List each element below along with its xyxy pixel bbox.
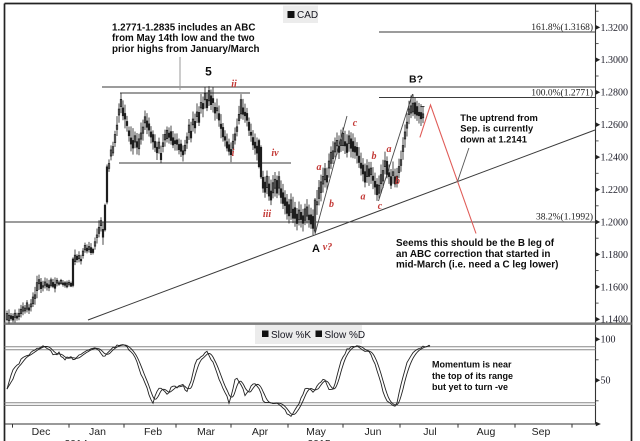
- svg-text:from May 14th low and the two: from May 14th low and the two: [112, 33, 255, 44]
- svg-text:Sep. is currently: Sep. is currently: [460, 123, 534, 134]
- svg-text:Feb: Feb: [144, 426, 162, 438]
- svg-text:B?: B?: [409, 74, 423, 86]
- svg-text:1.1800: 1.1800: [601, 250, 629, 261]
- svg-text:38.2%(1.1992): 38.2%(1.1992): [536, 212, 593, 223]
- svg-text:Seems this should be the B leg: Seems this should be the B leg of: [396, 238, 555, 249]
- svg-text:1.1400: 1.1400: [601, 315, 629, 326]
- svg-text:v?: v?: [323, 242, 332, 253]
- svg-text:5: 5: [205, 65, 212, 79]
- svg-text:50: 50: [601, 376, 611, 387]
- svg-text:Dec: Dec: [32, 426, 51, 438]
- svg-text:1.2600: 1.2600: [601, 120, 629, 131]
- svg-text:a: a: [317, 162, 322, 173]
- svg-text:A: A: [312, 243, 320, 255]
- svg-text:Jul: Jul: [423, 426, 436, 438]
- svg-text:the top of its range: the top of its range: [432, 371, 513, 381]
- svg-text:iii: iii: [263, 209, 272, 220]
- svg-text:Aug: Aug: [477, 426, 496, 438]
- svg-text:c: c: [353, 118, 358, 129]
- svg-text:May: May: [306, 426, 327, 438]
- svg-text:1.2771-1.2835 includes an ABC: 1.2771-1.2835 includes an ABC: [112, 23, 255, 34]
- svg-text:iv: iv: [271, 148, 279, 159]
- svg-text:1.3200: 1.3200: [601, 23, 629, 34]
- svg-text:1.3000: 1.3000: [601, 55, 629, 66]
- svg-text:2014: 2014: [64, 438, 88, 441]
- svg-text:b: b: [372, 151, 377, 162]
- svg-text:an ABC correction that started: an ABC correction that started in: [396, 249, 550, 260]
- svg-text:down at 1.2141: down at 1.2141: [460, 133, 527, 144]
- svg-text:but yet to turn -ve: but yet to turn -ve: [432, 382, 508, 392]
- svg-text:100.0%(1.2771): 100.0%(1.2771): [531, 87, 593, 98]
- svg-text:b: b: [395, 176, 400, 187]
- svg-text:161.8%(1.3168): 161.8%(1.3168): [531, 22, 593, 33]
- svg-text:Mar: Mar: [197, 426, 216, 438]
- svg-text:Momentum is near: Momentum is near: [432, 360, 512, 370]
- svg-text:Jan: Jan: [89, 426, 106, 438]
- svg-text:Sep: Sep: [532, 426, 551, 438]
- svg-text:ii: ii: [231, 79, 237, 90]
- svg-text:Slow %D: Slow %D: [325, 330, 366, 341]
- svg-text:b: b: [329, 199, 334, 210]
- svg-text:1.1600: 1.1600: [601, 282, 629, 293]
- svg-text:Apr: Apr: [252, 426, 269, 438]
- svg-text:1.2400: 1.2400: [601, 153, 629, 164]
- svg-text:1.2200: 1.2200: [601, 185, 629, 196]
- svg-text:c: c: [378, 201, 383, 212]
- svg-text:100: 100: [601, 335, 616, 346]
- svg-text:prior highs from January/March: prior highs from January/March: [112, 44, 260, 55]
- svg-text:2015: 2015: [307, 438, 331, 441]
- svg-text:CAD: CAD: [297, 10, 318, 21]
- svg-text:1.2000: 1.2000: [601, 217, 629, 228]
- svg-text:a: a: [361, 192, 366, 203]
- svg-text:mid-March (i.e. need a C leg l: mid-March (i.e. need a C leg lower): [396, 260, 558, 271]
- svg-text:i: i: [232, 148, 235, 159]
- svg-text:Jun: Jun: [365, 426, 382, 438]
- svg-text:The uptrend from: The uptrend from: [460, 112, 538, 123]
- svg-text:a: a: [387, 144, 392, 155]
- svg-text:Slow %K: Slow %K: [271, 330, 311, 341]
- svg-text:1.2800: 1.2800: [601, 88, 629, 99]
